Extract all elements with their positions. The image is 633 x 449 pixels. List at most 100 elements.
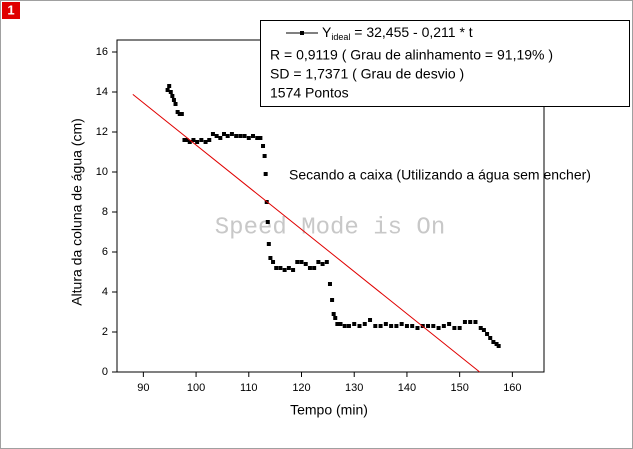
data-point (255, 136, 260, 140)
y-tick-label: 8 (102, 206, 108, 218)
y-tick-label: 4 (102, 286, 108, 298)
data-point (357, 324, 362, 328)
data-point (330, 298, 335, 302)
badge-box (2, 2, 20, 19)
data-point (478, 326, 483, 330)
data-point (362, 322, 367, 326)
data-point (210, 132, 215, 136)
y-tick-label: 10 (96, 166, 108, 178)
data-point (282, 268, 287, 272)
y-tick-label: 14 (96, 86, 108, 98)
data-point (436, 326, 441, 330)
data-point (234, 134, 239, 138)
data-point (447, 322, 452, 326)
data-point (268, 256, 273, 260)
x-tick-label: 110 (240, 382, 258, 394)
data-point (251, 134, 256, 138)
data-point (338, 322, 343, 326)
y-tick-label: 0 (102, 366, 108, 378)
data-point (383, 322, 388, 326)
data-point (265, 220, 270, 224)
data-point (404, 324, 409, 328)
data-point (488, 336, 493, 340)
data-point (316, 260, 321, 264)
data-point (410, 324, 415, 328)
data-point (481, 328, 486, 332)
data-point (184, 138, 189, 142)
data-point (333, 316, 338, 320)
data-point (182, 138, 187, 142)
data-point (261, 144, 266, 148)
data-point (242, 134, 247, 138)
data-point (307, 266, 312, 270)
data-point (203, 140, 208, 144)
x-tick-label: 150 (450, 382, 468, 394)
annotation: Secando a caixa (Utilizando a água sem e… (289, 167, 591, 183)
data-point (389, 324, 394, 328)
x-tick-label: 90 (137, 382, 149, 394)
data-point (346, 324, 351, 328)
data-point (262, 154, 267, 158)
data-point (462, 320, 467, 324)
data-point (179, 112, 184, 116)
data-point (291, 268, 296, 272)
data-point (324, 260, 329, 264)
data-point (263, 172, 268, 176)
annotation: 1574 Pontos (270, 85, 349, 101)
data-point (399, 322, 404, 326)
data-point (312, 266, 317, 270)
data-point (266, 242, 271, 246)
data-point (299, 260, 304, 264)
y-tick-label: 2 (102, 326, 108, 338)
data-point (331, 312, 336, 316)
data-point (373, 324, 378, 328)
data-point (238, 134, 243, 138)
data-point (426, 324, 431, 328)
fit-line (132, 94, 480, 373)
legend-entry: Yideal = 32,455 - 0,211 * t (322, 24, 473, 43)
data-point (207, 138, 212, 142)
x-tick-label: 120 (292, 382, 310, 394)
x-tick-label: 100 (187, 382, 205, 394)
annotation: SD = 1,7371 ( Grau de desvio ) (270, 66, 464, 82)
data-point (431, 324, 436, 328)
data-point (171, 98, 176, 102)
data-point (394, 324, 399, 328)
data-point (473, 320, 478, 324)
data-point (342, 324, 347, 328)
badge: 1 (7, 2, 14, 17)
data-point (452, 326, 457, 330)
data-point (170, 94, 175, 98)
data-point (225, 134, 230, 138)
x-tick-label: 130 (345, 382, 363, 394)
data-point (214, 134, 219, 138)
data-point (368, 318, 373, 322)
data-point (496, 344, 501, 348)
y-tick-label: 12 (96, 126, 108, 138)
data-point (491, 340, 496, 344)
data-point (191, 138, 196, 142)
legend-suffix: = 32,455 - 0,211 * t (350, 24, 472, 40)
legend-marker (300, 31, 304, 35)
data-point (274, 266, 279, 270)
data-point (195, 140, 200, 144)
y-tick-label: 6 (102, 246, 108, 258)
data-point (468, 320, 473, 324)
data-point (175, 110, 180, 114)
data-point (415, 326, 420, 330)
data-point (218, 136, 223, 140)
data-point (271, 260, 276, 264)
data-point (165, 88, 170, 92)
legend-subscript: ideal (331, 32, 350, 42)
legend-name: Y (322, 24, 332, 40)
x-tick-label: 160 (503, 382, 521, 394)
y-axis-label: Altura da coluna de água (cm) (69, 118, 85, 306)
data-point (494, 342, 499, 346)
data-point (378, 324, 383, 328)
data-point (441, 324, 446, 328)
data-point (352, 322, 357, 326)
data-point (173, 102, 178, 106)
data-point (222, 132, 227, 136)
annotation: R = 0,9119 ( Grau de alinhamento = 91,19… (270, 47, 553, 63)
